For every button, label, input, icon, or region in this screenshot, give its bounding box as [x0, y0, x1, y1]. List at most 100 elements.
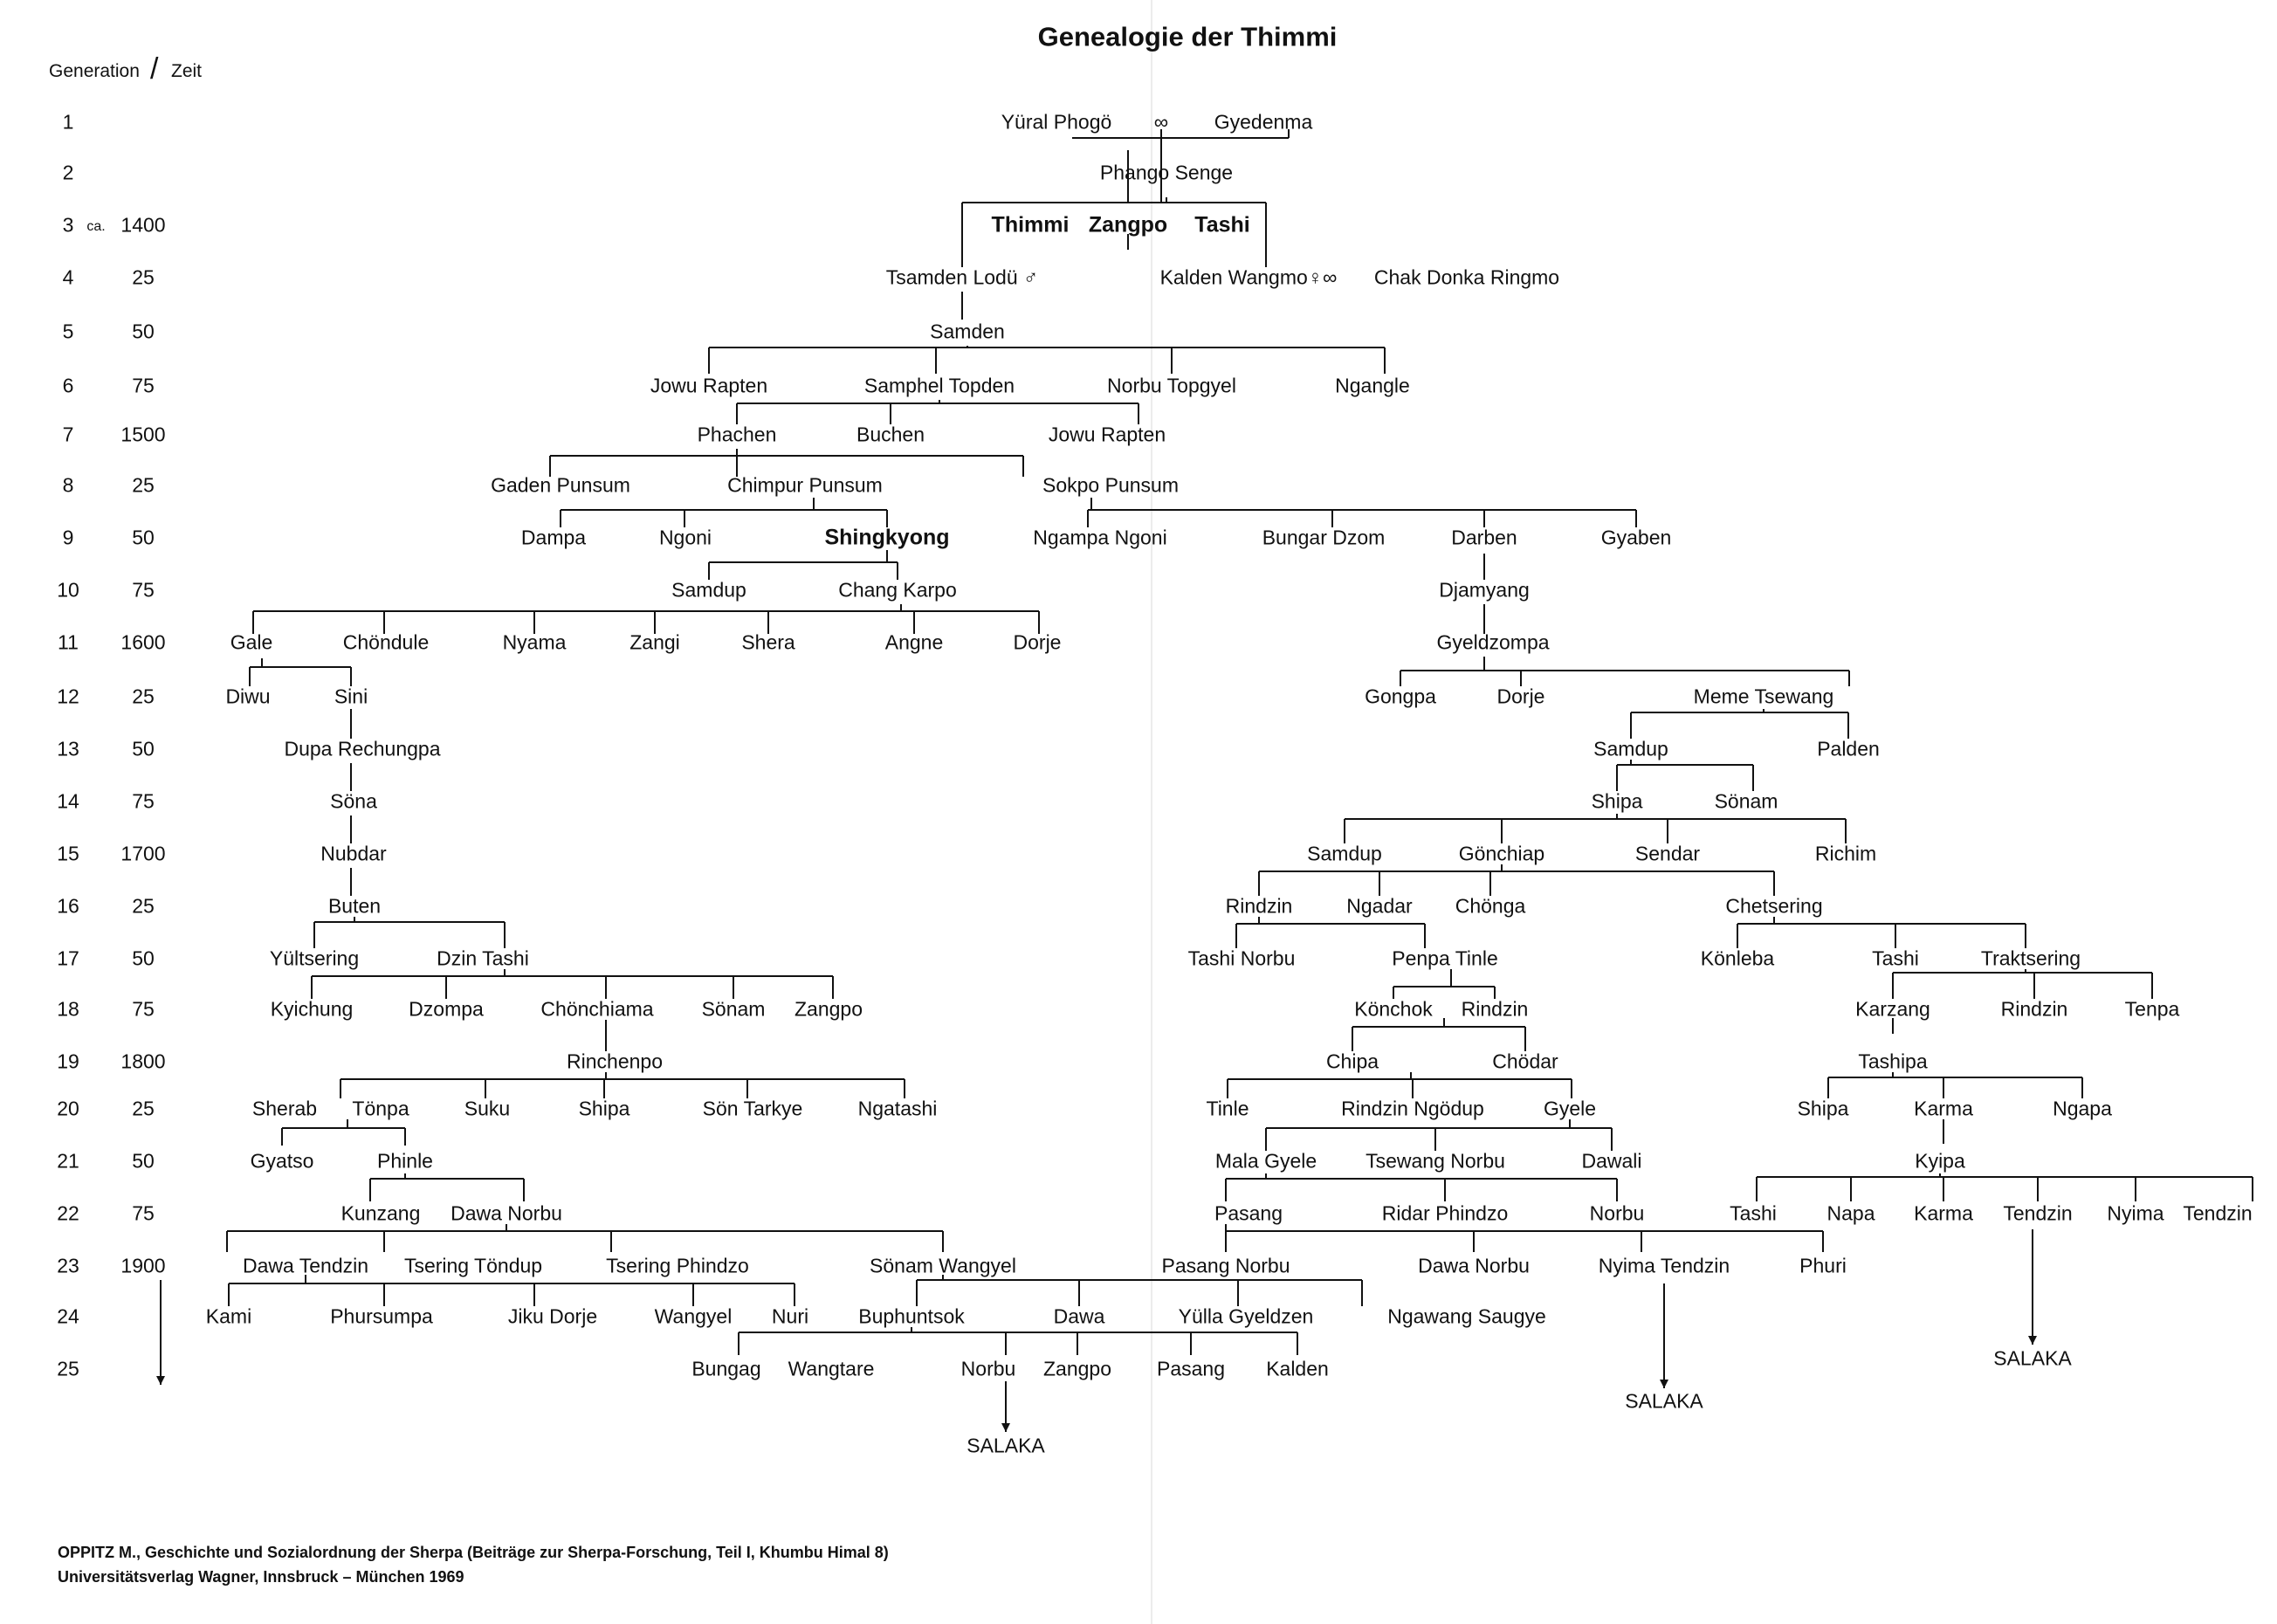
- person-ngawang: Ngawang Saugye: [1387, 1304, 1546, 1328]
- person-tonpa: Tönpa: [352, 1097, 409, 1120]
- person-samdup: Samdup: [671, 578, 746, 602]
- person-phachen: Phachen: [697, 423, 777, 446]
- person-mala: Mala Gyele: [1214, 1149, 1317, 1173]
- person-zangi: Zangi: [629, 630, 680, 654]
- person-sona: Söna: [330, 789, 377, 813]
- person-zangpo: Zangpo: [794, 997, 863, 1021]
- person-dorje: Dorje: [1013, 630, 1062, 654]
- person-samdup: Samdup: [1593, 737, 1668, 760]
- generation-number: 23: [57, 1254, 79, 1277]
- person-wangtare: Wangtare: [788, 1357, 875, 1380]
- person-jowu: Jowu Rapten: [650, 374, 768, 397]
- person-nubdar: Nubdar: [320, 842, 387, 865]
- person-chondule: Chöndule: [342, 630, 430, 654]
- person-rindzin2: Rindzin: [2000, 997, 2068, 1021]
- generation-year: 75: [132, 578, 155, 602]
- person-samden: Samden: [930, 320, 1005, 343]
- person-gongpa: Gongpa: [1365, 685, 1436, 708]
- generation-year: 1600: [120, 630, 166, 654]
- person-phinle: Phinle: [377, 1149, 433, 1173]
- person-gyele: Gyele: [1543, 1097, 1597, 1120]
- person-tinle: Tinle: [1206, 1097, 1249, 1120]
- person-gale: Gale: [230, 630, 273, 654]
- person-nyama: Nyama: [502, 630, 567, 654]
- person-sherab: Sherab: [251, 1097, 318, 1120]
- person-konchok: Könchok: [1354, 997, 1433, 1021]
- person-yultsering: Yültsering: [269, 946, 360, 970]
- person-ngadar: Ngadar: [1346, 894, 1413, 918]
- person-konleba: Könleba: [1700, 946, 1775, 970]
- person-dzompa: Dzompa: [409, 997, 484, 1021]
- generation-year: 75: [132, 997, 155, 1021]
- generation-number: 15: [57, 842, 79, 865]
- generation-year: 75: [132, 1201, 155, 1225]
- arrow-head: [1001, 1423, 1010, 1432]
- person-dorje: Dorje: [1496, 685, 1545, 708]
- person-tashinorbu: Tashi Norbu: [1187, 946, 1296, 970]
- person-shingkyong: Shingkyong: [824, 525, 950, 550]
- generation-year: 50: [132, 946, 155, 970]
- person-buphuntsok: Buphuntsok: [858, 1304, 965, 1328]
- person-samphel: Samphel Topden: [863, 374, 1015, 397]
- generation-year: 1500: [120, 423, 166, 446]
- person-wangyel: Wangyel: [654, 1304, 733, 1328]
- chart-title: Genealogie der Thimmi: [1037, 21, 1338, 52]
- generation-number: 4: [62, 265, 74, 289]
- person-kalden: Kalden Wangmo♀∞: [1159, 265, 1338, 289]
- person-tsering: Tsering Töndup: [403, 1254, 543, 1277]
- person-kalden: Kalden: [1266, 1357, 1329, 1380]
- generation-year: 25: [132, 685, 155, 708]
- person-tsewang: Tsewang Norbu: [1366, 1149, 1505, 1173]
- person-ngoni: Ngoni: [658, 526, 712, 549]
- person-chipa: Chipa: [1325, 1049, 1379, 1073]
- salaka-label: SALAKA: [1625, 1389, 1703, 1413]
- arrow-head: [1660, 1380, 1668, 1388]
- generation-number: 17: [57, 946, 79, 970]
- person-ngatashi: Ngatashi: [857, 1097, 938, 1120]
- header-slash: /: [150, 52, 159, 86]
- person-gonchiap: Gönchiap: [1458, 842, 1545, 865]
- person-tenpa: Tenpa: [2124, 997, 2180, 1021]
- person-rinchenpo: Rinchenpo: [567, 1049, 663, 1073]
- generation-header: Generation: [49, 61, 140, 81]
- person-dawali: Dawali: [1581, 1149, 1642, 1173]
- person-dampa: Dampa: [520, 526, 587, 549]
- generation-number: 5: [62, 320, 74, 343]
- person-darben: Darben: [1451, 526, 1517, 549]
- person-chonga: Chönga: [1455, 894, 1526, 918]
- zeit-header: Zeit: [171, 61, 203, 81]
- person-norbu: Norbu: [960, 1357, 1016, 1380]
- generation-year: 1900: [120, 1254, 166, 1277]
- person-palden: Palden: [1817, 737, 1880, 760]
- generation-number: 16: [57, 894, 79, 918]
- person-zangpo: Zangpo: [1042, 1357, 1112, 1380]
- person-phuri: Phuri: [1799, 1254, 1847, 1277]
- person-buten: Buten: [327, 894, 382, 918]
- generation-number: 9: [62, 526, 74, 549]
- person-dawa: Dawa Norbu: [1418, 1254, 1530, 1277]
- person-shipa2: Shipa: [1797, 1097, 1849, 1120]
- person-chimpur: Chimpur Punsum: [727, 473, 883, 497]
- person-norbu: Norbu Topgyel: [1107, 374, 1236, 397]
- person-chak: Chak Donka Ringmo: [1373, 265, 1560, 289]
- person-tseringp: Tsering Phindzo: [606, 1254, 749, 1277]
- person-dawa: Dawa Norbu: [451, 1201, 562, 1225]
- person-nyima: Nyima: [2107, 1201, 2164, 1225]
- person-chonchiama: Chönchiama: [540, 997, 654, 1021]
- generation-number: 11: [58, 630, 79, 654]
- person-norbu: Norbu: [1589, 1201, 1645, 1225]
- person-shipa: Shipa: [578, 1097, 630, 1120]
- person-karzang: Karzang: [1855, 997, 1930, 1021]
- person-kyipa: Kyipa: [1915, 1149, 1965, 1173]
- page-fold: [1151, 0, 1152, 1624]
- person-sokpo: Sokpo Punsum: [1042, 473, 1179, 497]
- generation-number: 19: [57, 1049, 79, 1073]
- person-tashi: Tashi: [1872, 946, 1919, 970]
- person-phango: Phango Senge: [1099, 161, 1234, 184]
- person-dawa: Dawa: [1053, 1304, 1105, 1328]
- generation-number: 12: [57, 685, 79, 708]
- person-dupa: Dupa Rechungpa: [284, 737, 441, 760]
- generation-year: 50: [132, 526, 155, 549]
- person-gaden: Gaden Punsum: [491, 473, 630, 497]
